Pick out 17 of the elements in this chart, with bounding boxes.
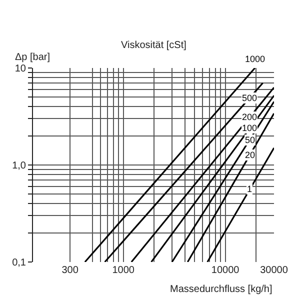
x-tick-label: 1000 xyxy=(112,265,135,276)
x-tick-label: 10000 xyxy=(211,265,240,276)
x-tick-label: 300 xyxy=(62,265,79,276)
x-axis-title: Massedurchfluss [kg/h] xyxy=(170,284,272,295)
series-label: 100 xyxy=(242,123,258,133)
y-tick-label: 0,1 xyxy=(12,258,26,268)
y-tick-label: 10 xyxy=(14,64,26,74)
series-label: 500 xyxy=(242,93,258,103)
x-tick-label: 30000 xyxy=(260,265,288,276)
series-label: 1000 xyxy=(245,54,266,64)
series-label: 50 xyxy=(245,135,256,145)
y-tick-label: 1,0 xyxy=(12,160,26,172)
series-label: 200 xyxy=(242,112,258,122)
y-axis-title: Δp [bar] xyxy=(15,52,50,63)
chart-title: Viskosität [cSt] xyxy=(121,40,187,51)
series-label: 20 xyxy=(245,150,256,160)
series-label: 1 xyxy=(247,184,252,194)
